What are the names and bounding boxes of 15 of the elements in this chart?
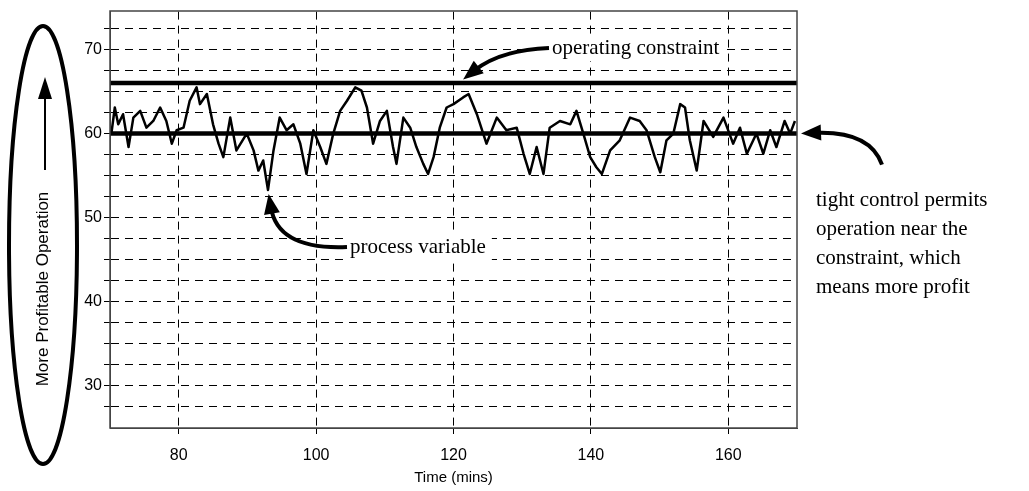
y-tick-label: 70 (84, 39, 103, 57)
x-tick-label: 80 (169, 446, 188, 464)
x-tick-label: 120 (440, 446, 467, 464)
y-tick-label: 60 (84, 123, 103, 141)
annotation: tight control permits operation near the constraint, which means more profit (816, 187, 988, 299)
x-tick-label: 100 (302, 446, 330, 464)
y-tick-label: 40 (84, 292, 103, 310)
y-tick-label: 30 (84, 376, 103, 394)
x-axis-title: Time (mins) (414, 468, 493, 486)
annotation: operating constraint (552, 34, 720, 59)
x-tick-label: 160 (714, 446, 742, 464)
y-tick-label: 50 (84, 208, 103, 226)
y-axis-title: More Profitable Operation (32, 191, 52, 387)
annotation: process variable (350, 233, 486, 258)
x-tick-label: 140 (577, 446, 605, 464)
